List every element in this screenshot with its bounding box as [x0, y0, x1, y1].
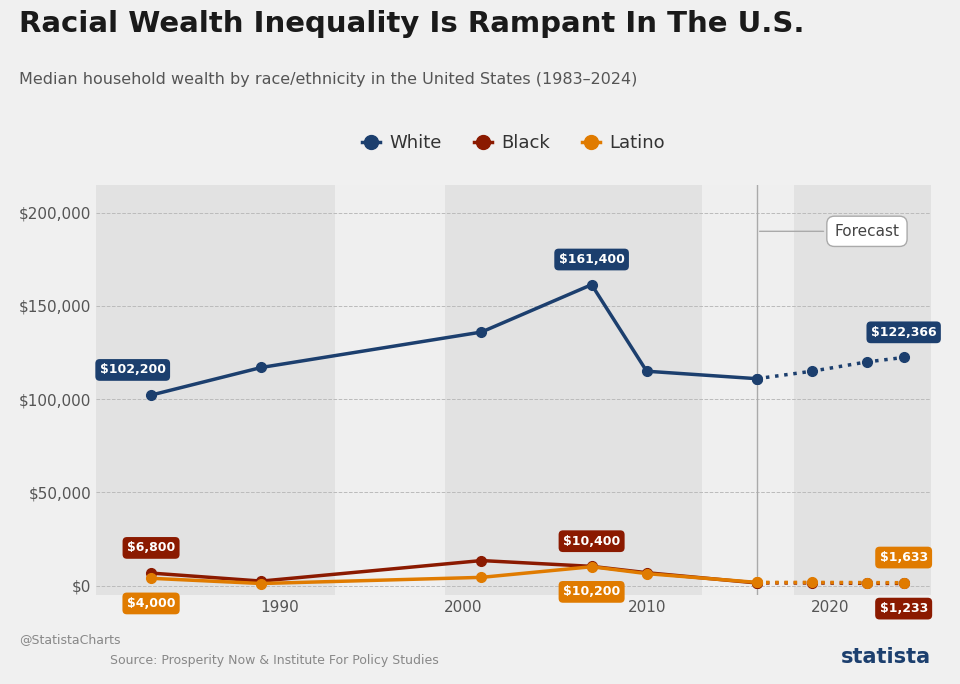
Text: $102,200: $102,200: [100, 363, 166, 376]
Text: $6,800: $6,800: [127, 542, 175, 555]
Text: statista: statista: [841, 647, 931, 667]
Text: $10,400: $10,400: [563, 535, 620, 548]
Bar: [794, 185, 931, 595]
Text: @StatistaCharts: @StatistaCharts: [19, 633, 121, 646]
Bar: [335, 185, 444, 595]
Text: $1,233: $1,233: [879, 602, 927, 615]
Bar: [444, 185, 702, 595]
Text: $10,200: $10,200: [563, 586, 620, 598]
Text: $4,000: $4,000: [127, 597, 176, 610]
Text: Forecast: Forecast: [759, 224, 900, 239]
Legend: White, Black, Latino: White, Black, Latino: [355, 127, 672, 159]
Text: $1,633: $1,633: [879, 551, 927, 564]
Bar: [702, 185, 794, 595]
Text: Source: Prosperity Now & Institute For Policy Studies: Source: Prosperity Now & Institute For P…: [110, 654, 439, 667]
Text: Median household wealth by race/ethnicity in the United States (1983–2024): Median household wealth by race/ethnicit…: [19, 72, 637, 87]
Text: $161,400: $161,400: [559, 253, 625, 266]
Text: Racial Wealth Inequality Is Rampant In The U.S.: Racial Wealth Inequality Is Rampant In T…: [19, 10, 804, 38]
Text: $122,366: $122,366: [871, 326, 936, 339]
Bar: [96, 185, 335, 595]
